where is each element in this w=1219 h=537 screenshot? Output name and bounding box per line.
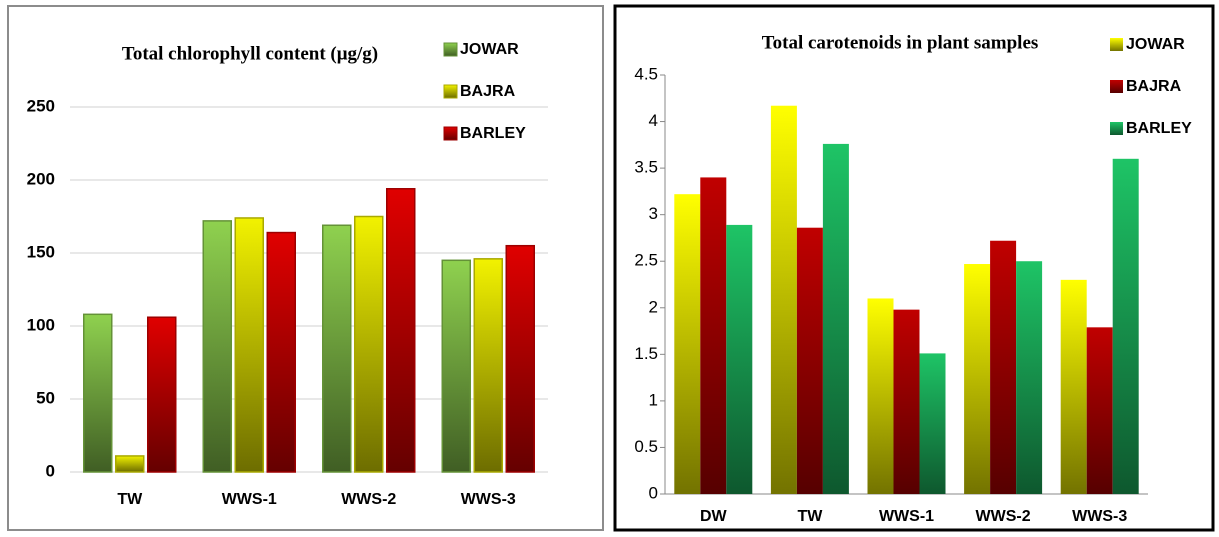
bar [505, 244, 535, 473]
y-tick-label: 250 [27, 96, 55, 115]
legend-swatch [1110, 80, 1123, 93]
y-tick-label: 150 [27, 242, 55, 261]
bar [822, 143, 849, 494]
bar [441, 259, 471, 473]
x-tick-label: TW [797, 508, 823, 525]
bar [115, 455, 145, 473]
bar [726, 224, 753, 495]
bar [867, 298, 894, 494]
x-tick-label: WWS-1 [222, 491, 277, 508]
bar [83, 313, 113, 473]
bar [202, 220, 232, 473]
legend-swatch [1110, 122, 1123, 135]
bar [1060, 279, 1087, 494]
bar [893, 309, 920, 494]
y-tick-label: 50 [36, 388, 55, 407]
y-tick-label: 0 [46, 461, 55, 480]
bar [1016, 261, 1043, 494]
x-tick-label: DW [700, 508, 728, 525]
legend-label: JOWAR [1126, 36, 1185, 53]
chart-title: Total chlorophyll content (μg/g) [122, 43, 378, 64]
bar [919, 353, 946, 494]
bar [1086, 327, 1113, 494]
x-tick-label: WWS-1 [879, 508, 934, 525]
x-tick-label: WWS-3 [1072, 508, 1127, 525]
bar [322, 224, 352, 473]
y-tick-label: 0 [649, 483, 658, 502]
y-tick-label: 2 [649, 297, 658, 316]
y-tick-label: 200 [27, 169, 55, 188]
y-tick-label: 4 [649, 111, 658, 130]
bar [386, 188, 416, 473]
bar [990, 240, 1017, 494]
bar [674, 194, 701, 494]
bar [354, 215, 384, 473]
y-tick-label: 1.5 [634, 344, 658, 363]
legend-label: BARLEY [460, 125, 526, 142]
legend-swatch [443, 126, 458, 141]
bar [796, 227, 823, 495]
chart-title: Total carotenoids in plant samples [762, 32, 1039, 53]
legend-swatch [443, 42, 458, 57]
bar [266, 231, 296, 473]
legend-label: JOWAR [460, 41, 519, 58]
y-tick-label: 100 [27, 315, 55, 334]
legend-swatch [443, 84, 458, 99]
x-tick-label: WWS-3 [461, 491, 516, 508]
bar [473, 258, 503, 473]
bar [1112, 158, 1139, 495]
bar [147, 316, 177, 473]
legend-label: BAJRA [460, 83, 516, 100]
bar [234, 217, 264, 473]
y-tick-label: 1 [649, 390, 658, 409]
legend-label: BARLEY [1126, 120, 1192, 137]
x-tick-label: WWS-2 [976, 508, 1031, 525]
y-tick-label: 2.5 [634, 251, 658, 270]
x-tick-label: WWS-2 [341, 491, 396, 508]
y-tick-label: 0.5 [634, 437, 658, 456]
x-tick-label: TW [117, 491, 143, 508]
y-tick-label: 3 [649, 204, 658, 223]
bar [770, 105, 797, 494]
bar [700, 177, 727, 494]
legend-swatch [1110, 38, 1123, 51]
y-tick-label: 3.5 [634, 158, 658, 177]
legend-label: BAJRA [1126, 78, 1182, 95]
bar [964, 264, 991, 494]
y-tick-label: 4.5 [634, 64, 658, 83]
